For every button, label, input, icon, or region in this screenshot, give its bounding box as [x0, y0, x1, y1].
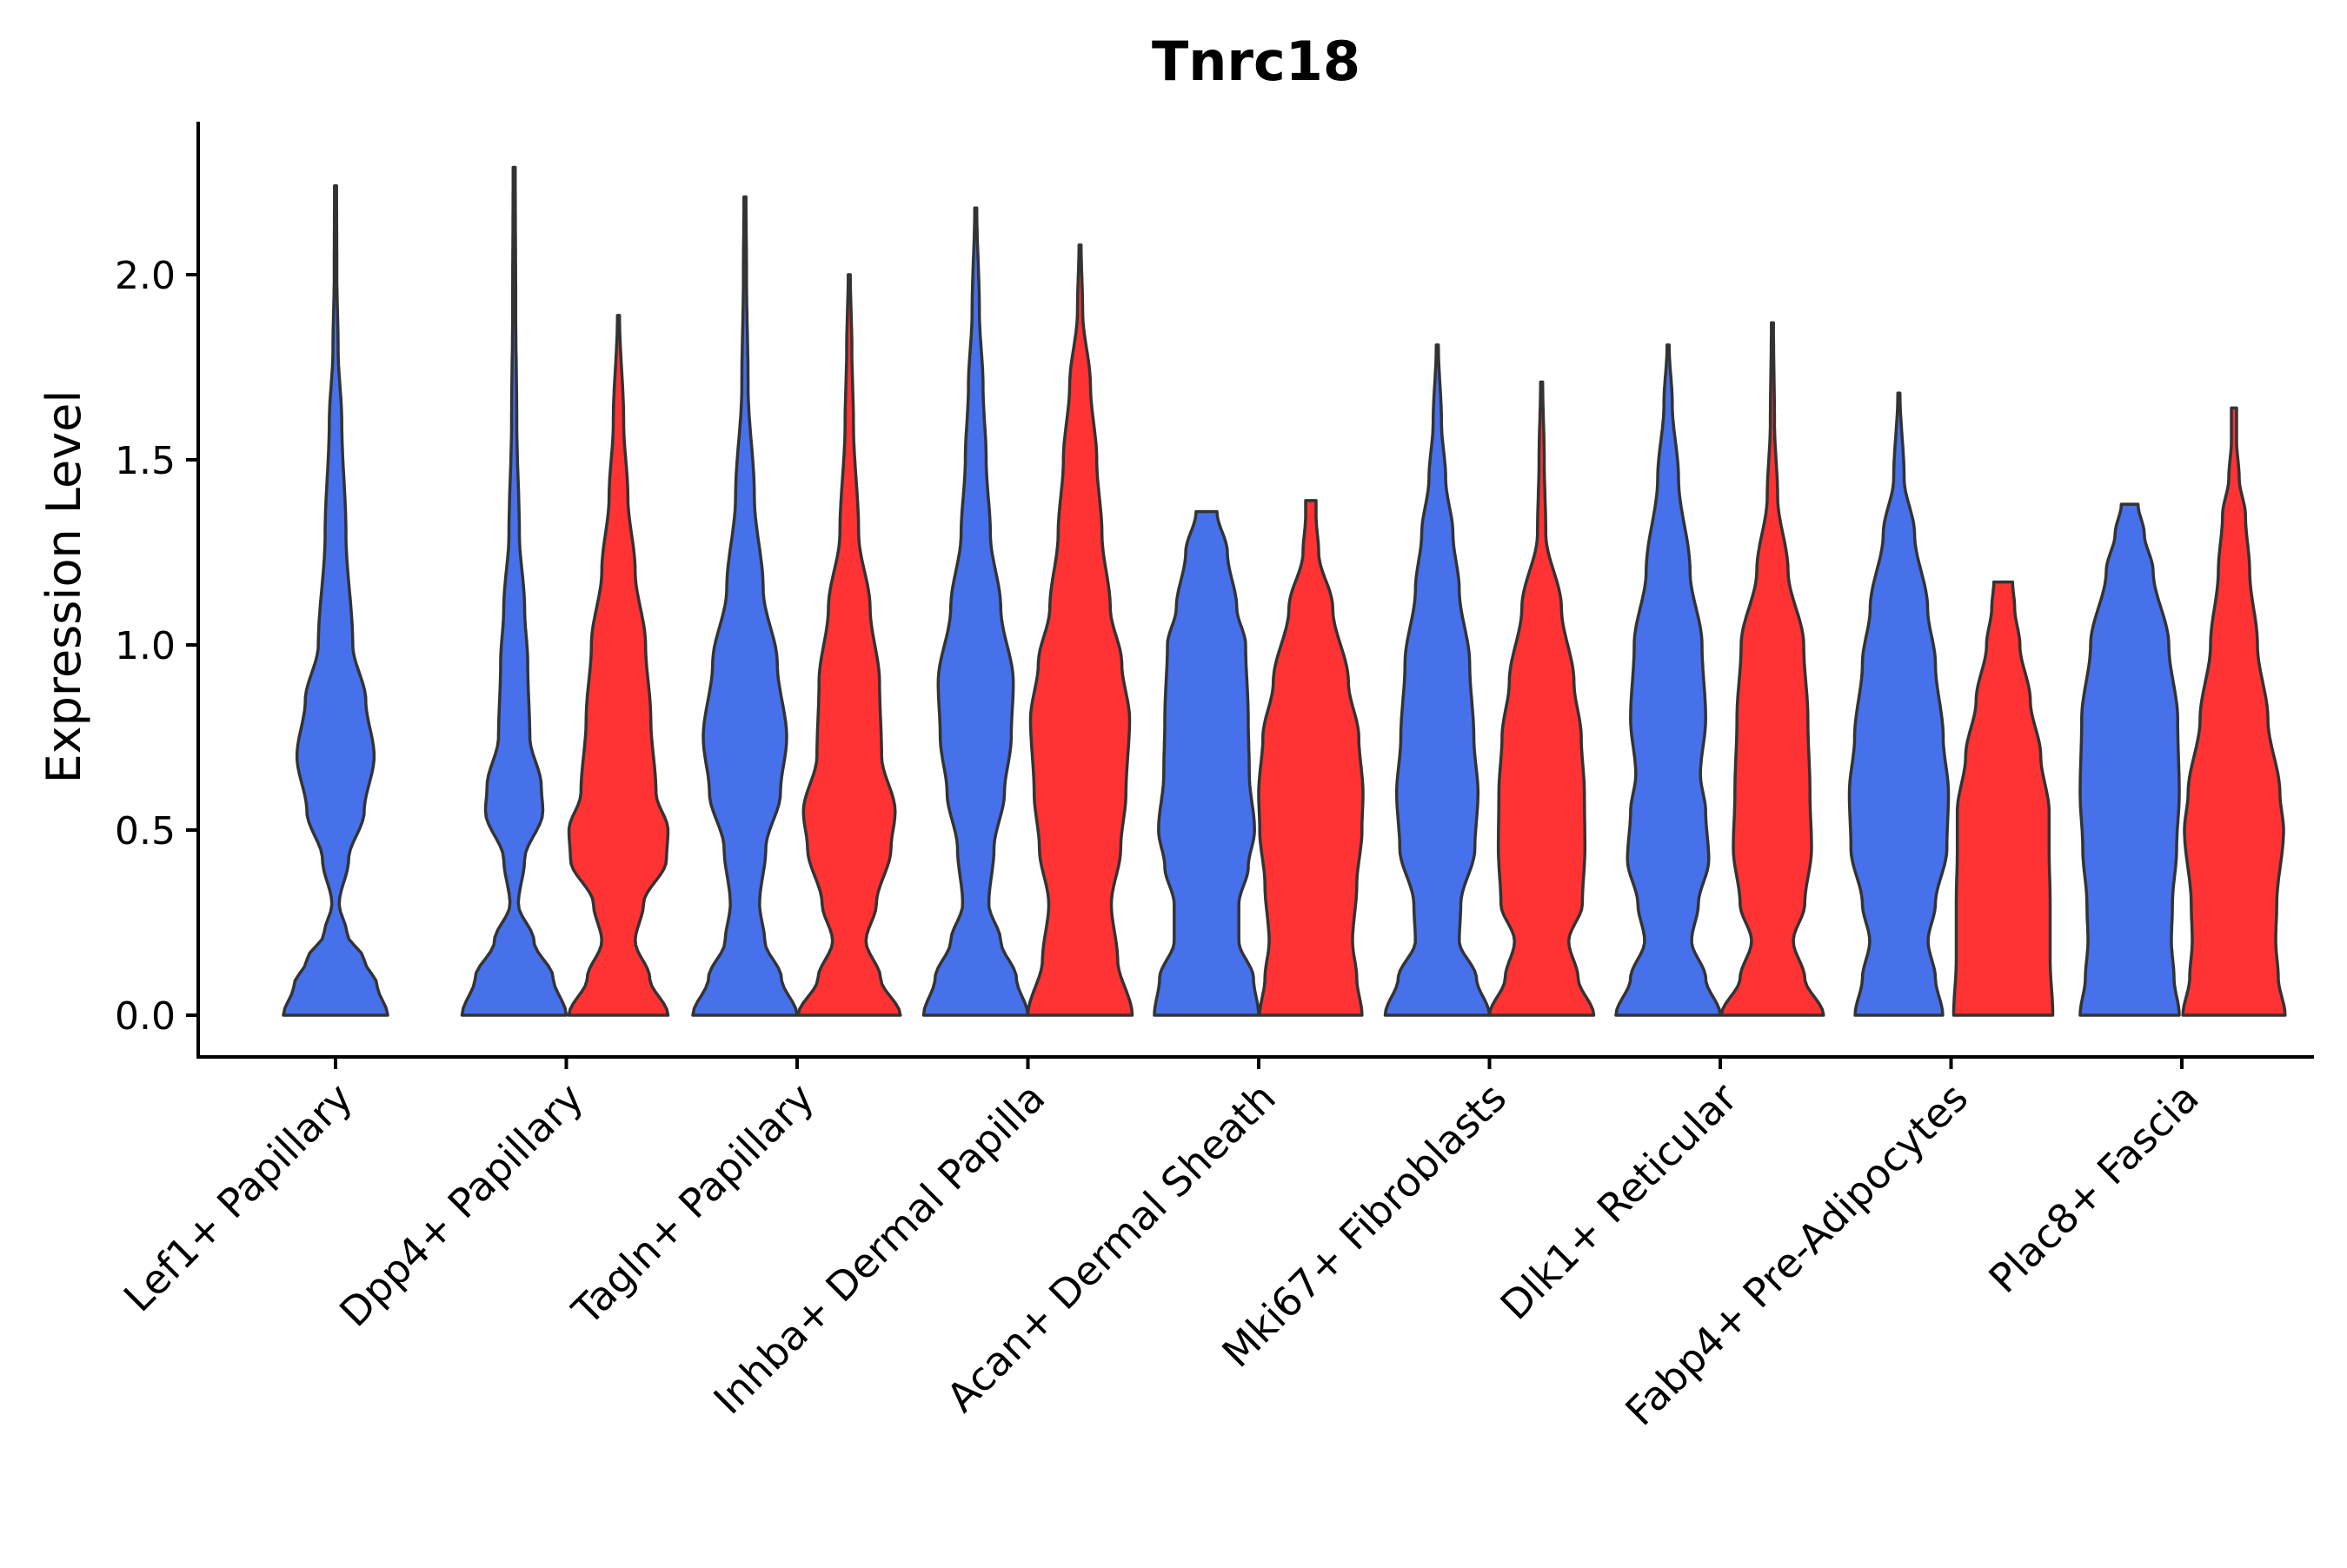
violin-group1-cat-6	[1614, 343, 1722, 1017]
chart-title: Tnrc18	[1152, 30, 1360, 93]
y-tick-label: 1.0	[115, 624, 176, 668]
violin-group1-cat-2	[691, 195, 799, 1017]
x-tick-label: Plac8+ Fascia	[1979, 1074, 2207, 1302]
x-tick-label: Dpp4+ Papillary	[330, 1074, 592, 1336]
violins-layer	[282, 165, 2287, 1017]
violin-group2-cat-4	[1257, 499, 1365, 1017]
violin-group2-cat-6	[1719, 321, 1825, 1017]
violin-group1-cat-0	[282, 184, 389, 1017]
x-tick-label: Dlk1+ Reticular	[1492, 1074, 1746, 1329]
violin-group2-cat-5	[1487, 380, 1596, 1017]
violin-group2-cat-8	[2181, 406, 2287, 1017]
violin-group2-cat-2	[796, 273, 902, 1017]
x-tick-label: Tagln+ Papillary	[562, 1074, 823, 1335]
y-tick-label: 0.0	[115, 994, 176, 1039]
violin-group2-cat-3	[1026, 243, 1134, 1017]
y-ticks-layer: 0.0 0.5 1.0 1.5 2.0	[115, 254, 198, 1039]
y-tick-label: 0.5	[115, 809, 176, 854]
violin-group2-cat-7	[1951, 580, 2055, 1017]
y-axis-label: Expression Level	[37, 390, 91, 784]
axes-layer	[196, 122, 2314, 1059]
violin-group1-cat-3	[921, 206, 1030, 1017]
y-tick-label: 1.5	[115, 439, 176, 483]
y-tick-label: 2.0	[115, 254, 176, 298]
violin-group2-cat-1	[567, 314, 670, 1017]
violin-group1-cat-5	[1383, 343, 1492, 1017]
violin-group1-cat-7	[1847, 391, 1951, 1017]
x-tick-label: Lef1+ Papillary	[115, 1074, 362, 1321]
violin-group1-cat-8	[2078, 502, 2181, 1017]
violin-group1-cat-1	[460, 165, 568, 1017]
violin-group1-cat-4	[1153, 509, 1260, 1017]
